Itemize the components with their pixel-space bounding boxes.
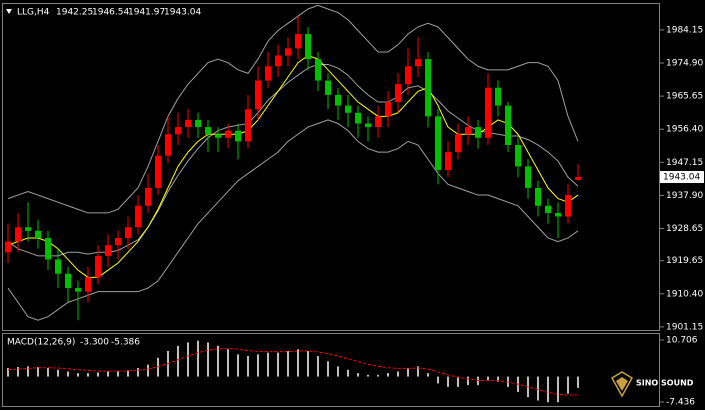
- moving-average: [7, 54, 579, 278]
- logo-emblem-inner: [616, 377, 628, 391]
- candle-body: [345, 105, 351, 113]
- candle-body: [555, 212, 561, 217]
- candle-body: [175, 127, 181, 135]
- candle-body: [315, 59, 321, 81]
- candle-body: [335, 94, 341, 106]
- candle-body: [265, 66, 271, 81]
- y-tick-label: 1974.90: [666, 59, 703, 69]
- macd-readout: -3.300: [80, 338, 109, 348]
- candle-body: [95, 255, 101, 278]
- candle-body: [305, 34, 311, 60]
- y-tick-label: 1919.65: [666, 256, 703, 266]
- logo-text: SINO SOUND: [636, 379, 694, 388]
- candle-body: [375, 116, 381, 128]
- candle-body: [435, 116, 441, 171]
- candle-body: [365, 123, 371, 128]
- bollinger-band: [7, 119, 579, 321]
- signal-line: [7, 348, 579, 396]
- candle-body: [255, 80, 261, 110]
- candle-body: [395, 84, 401, 103]
- y-tick-label: 1937.90: [666, 191, 703, 201]
- candle-body: [295, 34, 301, 49]
- candle-body: [115, 237, 121, 246]
- candle-body: [405, 66, 411, 85]
- y-tick-label: 1928.65: [666, 224, 703, 234]
- candle-body: [145, 187, 151, 206]
- candle-body: [105, 245, 111, 256]
- candle-body: [575, 177, 581, 180]
- candle-body: [65, 273, 71, 289]
- current-price-label: 1943.04: [663, 173, 700, 183]
- open-readout: 1942.25: [56, 8, 93, 18]
- candle-body: [445, 152, 451, 171]
- y-tick-label: 1901.15: [666, 322, 703, 332]
- low-readout: 1941.97: [128, 8, 165, 18]
- symbol-title: LLG,H4: [17, 8, 50, 18]
- candle-body: [25, 227, 31, 231]
- candle-body: [205, 127, 211, 135]
- y-tick-label: 1947.15: [666, 158, 703, 168]
- candle-body: [235, 130, 241, 142]
- candle-body: [565, 195, 571, 217]
- candle-body: [75, 288, 81, 292]
- main-panel-border: [2, 3, 660, 331]
- candle-body: [385, 102, 391, 117]
- signal-readout: -5.386: [111, 338, 140, 348]
- candle-body: [245, 109, 251, 142]
- candle-body: [55, 259, 61, 274]
- price-marker-box: [660, 171, 704, 184]
- candle-body: [125, 227, 131, 238]
- candle-body: [45, 237, 51, 260]
- y-tick-label: 1910.40: [666, 289, 703, 299]
- macd-title: MACD(12,26,9): [7, 338, 75, 348]
- candle-body: [15, 227, 21, 242]
- close-readout: 1943.04: [164, 8, 201, 18]
- high-readout: 1946.54: [92, 8, 129, 18]
- y-tick-label: 10.706: [666, 335, 698, 345]
- candle-body: [515, 144, 521, 167]
- y-tick-label: 1956.40: [666, 125, 703, 135]
- logo-emblem: [610, 371, 634, 398]
- bollinger-band: [7, 4, 579, 214]
- candle-body: [545, 205, 551, 213]
- candle-body: [475, 127, 481, 138]
- y-tick-label: 1965.65: [666, 92, 703, 102]
- logo: SINO SOUND: [610, 371, 694, 398]
- candle-body: [185, 119, 191, 128]
- candle-body: [455, 134, 461, 153]
- candle-body: [215, 134, 221, 138]
- candle-body: [415, 59, 421, 67]
- candle-body: [325, 80, 331, 95]
- candle-body: [275, 55, 281, 67]
- macd-panel-border: [2, 333, 660, 407]
- menu-arrow[interactable]: [6, 9, 12, 14]
- candle-body: [165, 134, 171, 156]
- bollinger-band: [7, 63, 579, 257]
- y-tick-label: 1984.15: [666, 25, 703, 35]
- candle-body: [195, 119, 201, 128]
- candle-body: [485, 87, 491, 138]
- candle-body: [5, 241, 11, 253]
- candle-body: [155, 155, 161, 188]
- candle-body: [355, 112, 361, 124]
- candle-body: [465, 127, 471, 135]
- candle-body: [535, 187, 541, 206]
- candle-body: [505, 105, 511, 145]
- candle-body: [425, 59, 431, 117]
- candle-body: [85, 277, 91, 292]
- candle-body: [135, 205, 141, 228]
- y-tick-label: -7.436: [666, 398, 695, 408]
- candle-body: [35, 230, 41, 238]
- candle-body: [495, 87, 501, 106]
- candle-body: [525, 166, 531, 188]
- candle-body: [285, 48, 291, 56]
- candle-body: [225, 130, 231, 138]
